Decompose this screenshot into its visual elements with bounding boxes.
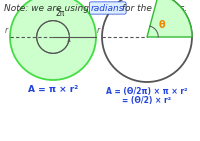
Text: θ: θ bbox=[159, 20, 165, 30]
Text: radians: radians bbox=[91, 4, 124, 13]
Text: Note: we are using: Note: we are using bbox=[4, 4, 92, 13]
Text: A = π × r²: A = π × r² bbox=[28, 85, 78, 94]
Text: r: r bbox=[97, 26, 100, 35]
Circle shape bbox=[102, 0, 192, 82]
Text: A = (Θ/2π) × π × r²: A = (Θ/2π) × π × r² bbox=[106, 87, 188, 96]
Text: 2π: 2π bbox=[55, 9, 65, 18]
Circle shape bbox=[10, 0, 96, 80]
Text: for the angles.: for the angles. bbox=[119, 4, 187, 13]
Text: r: r bbox=[5, 26, 8, 35]
Wedge shape bbox=[147, 0, 192, 37]
Text: = (Θ/2) × r²: = (Θ/2) × r² bbox=[122, 96, 172, 105]
